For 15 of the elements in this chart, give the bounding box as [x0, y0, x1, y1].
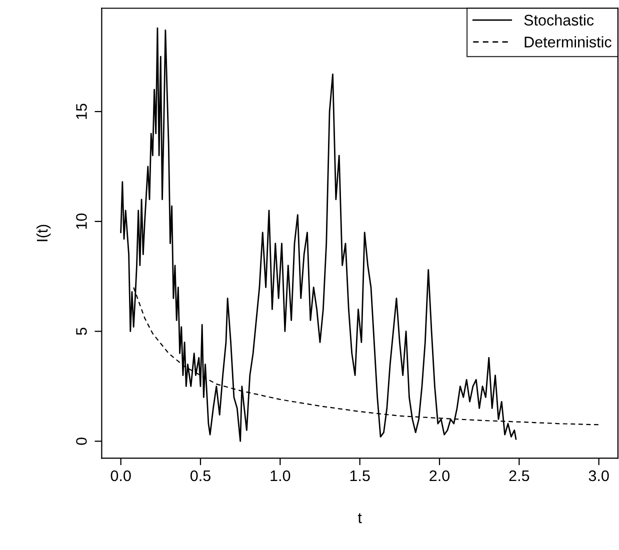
x-tick-label: 3.0 [588, 470, 609, 482]
y-tick-label: 10 [76, 214, 87, 229]
x-axis-title: t [358, 513, 362, 524]
x-tick-label: 1.0 [270, 470, 290, 482]
y-axis-title: I(t) [36, 224, 51, 242]
y-tick-label: 15 [76, 104, 87, 119]
legend-label: Deterministic [524, 36, 612, 48]
x-tick-label: 1.5 [350, 470, 370, 482]
x-tick-label: 0.0 [110, 470, 131, 482]
y-tick-label: 5 [76, 328, 87, 335]
x-tick-label: 0.5 [190, 470, 210, 482]
x-tick-label: 2.5 [509, 470, 530, 482]
x-tick-label: 2.0 [430, 470, 450, 482]
y-tick-label: 0 [76, 438, 87, 445]
legend-label: Stochastic [524, 14, 594, 26]
